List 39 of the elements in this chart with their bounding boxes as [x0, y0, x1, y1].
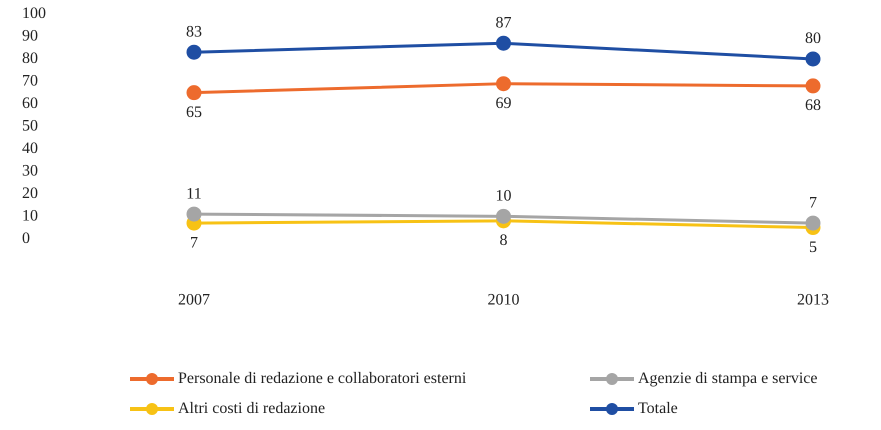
- y-tick-label: 10: [22, 208, 38, 225]
- point: [186, 85, 202, 100]
- y-tick-label: 60: [22, 95, 38, 112]
- data-label: 87: [496, 14, 512, 32]
- point: [806, 216, 820, 231]
- point: [496, 36, 511, 51]
- point: [186, 44, 202, 60]
- legend-label: Personale di redazione e collaboratori esterni: [178, 370, 466, 388]
- y-tick-label: 40: [22, 140, 38, 158]
- data-label: 7: [809, 194, 817, 212]
- x-tick-label: 2013: [797, 292, 829, 309]
- y-tick-label: 50: [22, 118, 38, 135]
- point: [496, 76, 511, 92]
- x-tick-label: 2010: [488, 292, 520, 309]
- data-label: 83: [186, 23, 202, 40]
- point: [806, 78, 820, 94]
- y-tick-label: 70: [22, 72, 38, 90]
- y-tick-label: 20: [22, 185, 38, 202]
- data-label: 65: [186, 104, 202, 121]
- data-label: 80: [805, 30, 821, 48]
- legend-label: Agenzie di stampa e service: [638, 370, 818, 388]
- point: [806, 51, 820, 66]
- data-label: 8: [500, 232, 508, 250]
- y-tick-label: 100: [22, 5, 46, 22]
- legend-label: Altri costi di redazione: [178, 400, 326, 418]
- legend-label: Totale: [638, 400, 678, 418]
- data-label: 10: [496, 188, 512, 205]
- y-tick-label: 90: [22, 28, 38, 45]
- y-tick-label: 0: [22, 230, 30, 248]
- data-label: 11: [186, 185, 202, 202]
- data-label: 68: [805, 97, 821, 114]
- y-tick-label: 30: [22, 162, 38, 180]
- data-label: 5: [809, 238, 817, 256]
- data-label: 7: [190, 234, 198, 252]
- point: [186, 206, 202, 222]
- y-tick-label: 80: [22, 50, 38, 68]
- data-label: 69: [496, 94, 512, 112]
- x-tick-label: 2007: [178, 292, 210, 309]
- point: [496, 208, 511, 224]
